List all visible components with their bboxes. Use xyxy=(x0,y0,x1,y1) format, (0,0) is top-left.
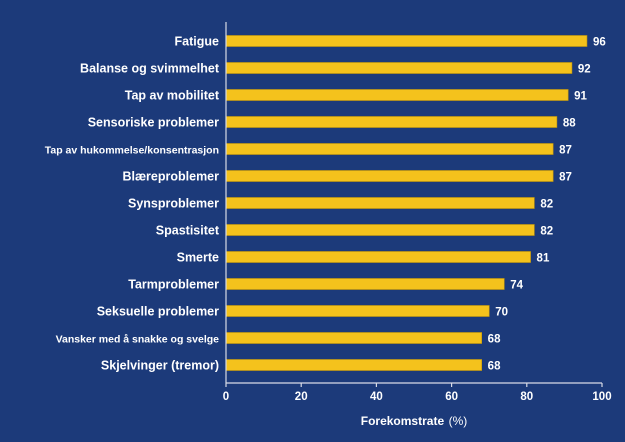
category-label: Tarmproblemer xyxy=(128,278,219,292)
x-axis-title-unit: (%) xyxy=(449,414,468,428)
bar-1 xyxy=(225,35,588,47)
category-label: Balanse og svimmelhet xyxy=(80,62,220,76)
x-tick-label: 20 xyxy=(295,391,308,403)
x-tick-label: 60 xyxy=(445,391,458,403)
bar-5 xyxy=(225,143,554,155)
data-label: 87 xyxy=(559,145,572,157)
category-label: Smerte xyxy=(177,251,219,265)
x-axis-title-text: Forekomstrate xyxy=(361,414,445,428)
bar-9 xyxy=(225,251,531,263)
value-labels: 96 92 91 88 87 87 82 82 81 74 70 68 68 xyxy=(488,37,606,373)
bar-10 xyxy=(225,278,505,290)
category-labels: Fatigue Balanse og svimmelhet Tap av mobil… xyxy=(45,35,220,373)
category-label: Blæreproblemer xyxy=(122,170,219,184)
data-label: 82 xyxy=(540,199,553,211)
data-label: 82 xyxy=(540,226,553,238)
bars xyxy=(225,35,588,371)
data-label: 68 xyxy=(488,334,501,346)
data-label: 92 xyxy=(578,64,591,76)
category-label: Fatigue xyxy=(175,35,219,49)
x-tick-label: 80 xyxy=(520,391,533,403)
category-label: Synsproblemer xyxy=(128,197,219,211)
data-label: 70 xyxy=(495,307,508,319)
category-label: Tap av hukommelse/konsentrasjon xyxy=(45,145,219,157)
data-label: 88 xyxy=(563,118,576,130)
bar-2 xyxy=(225,62,573,74)
data-label: 68 xyxy=(488,361,501,373)
bar-7 xyxy=(225,197,535,209)
category-label: Sensoriske problemer xyxy=(88,116,219,130)
bar-13 xyxy=(225,359,482,371)
x-axis-title: Forekomstrate (%) xyxy=(361,412,468,429)
data-label: 87 xyxy=(559,172,572,184)
data-label: 81 xyxy=(537,253,550,265)
bar-8 xyxy=(225,224,535,236)
x-tick-label: 0 xyxy=(223,391,229,403)
bar-3 xyxy=(225,89,569,101)
x-axis-ticks: 0 20 40 60 80 100 xyxy=(223,383,612,403)
bar-12 xyxy=(225,332,482,344)
bar-11 xyxy=(225,305,490,317)
category-label: Seksuelle problemer xyxy=(97,305,219,319)
data-label: 96 xyxy=(593,37,606,49)
category-label: Spastisitet xyxy=(156,224,220,238)
category-label: Vansker med å snakke og svelge xyxy=(56,334,220,346)
data-label: 74 xyxy=(510,280,523,292)
x-tick-label: 40 xyxy=(370,391,383,403)
category-label: Tap av mobilitet xyxy=(125,89,220,103)
bar-6 xyxy=(225,170,554,182)
bar-4 xyxy=(225,116,558,128)
category-label: Skjelvinger (tremor) xyxy=(101,359,219,373)
x-tick-label: 100 xyxy=(592,391,611,403)
data-label: 91 xyxy=(574,91,587,103)
